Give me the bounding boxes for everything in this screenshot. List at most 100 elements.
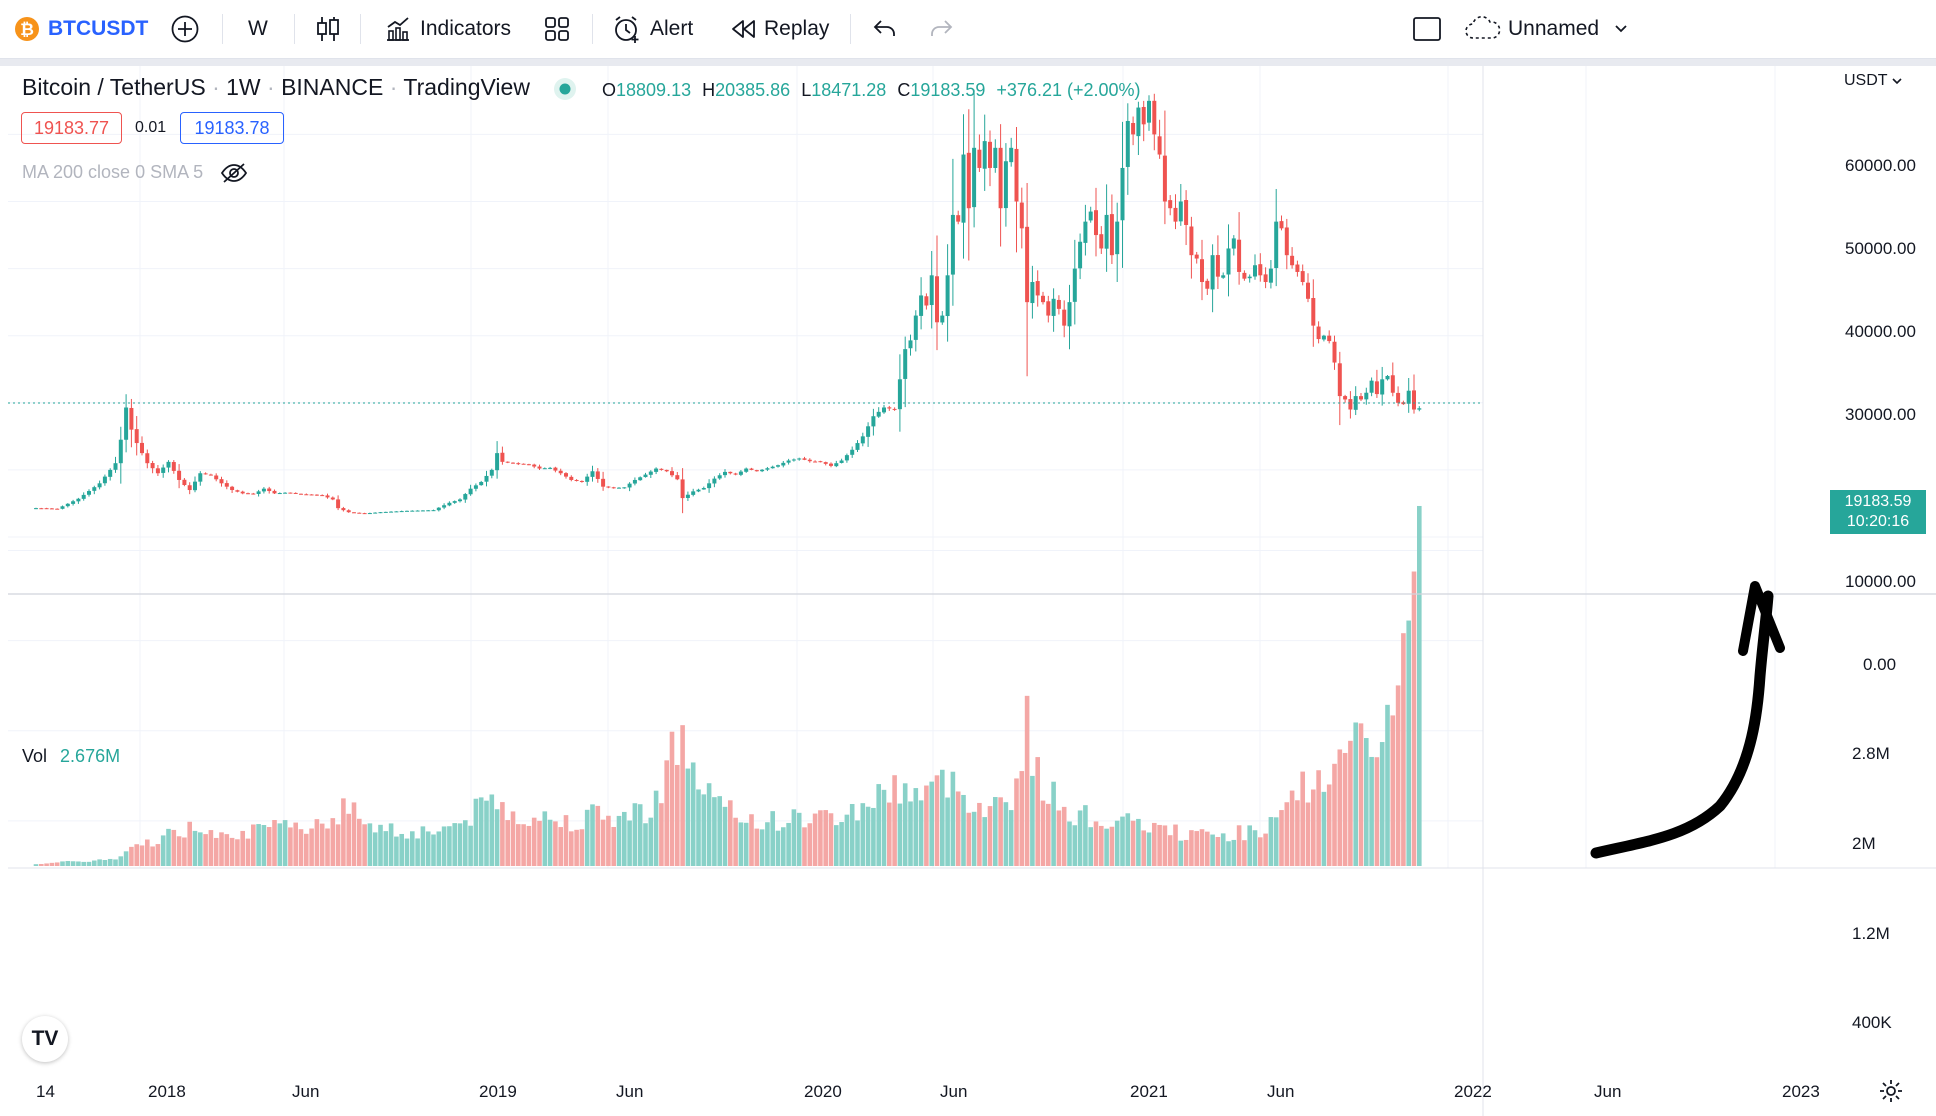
volume-bar — [1231, 839, 1237, 866]
candle-body — [1374, 381, 1379, 395]
volume-bar — [955, 791, 961, 866]
volume-bar — [574, 829, 579, 866]
volume-bar — [908, 801, 913, 866]
candle-body — [924, 296, 929, 306]
candle-body — [362, 513, 367, 515]
volume-bar — [457, 823, 463, 866]
sell-price-box[interactable]: 19183.77 — [21, 112, 122, 144]
candle-body — [240, 491, 245, 494]
candle-body — [505, 461, 510, 463]
time-tick: Jun — [1594, 1082, 1622, 1101]
candle-body — [325, 495, 330, 498]
volume-bar — [828, 813, 834, 866]
volume-bar — [1342, 752, 1348, 866]
candle-body — [436, 507, 441, 511]
volume-bar — [415, 838, 420, 866]
symbol-legend[interactable]: Bitcoin / TetherUS · 1W · BINANCE · Trad… — [22, 74, 530, 100]
volume-bar — [733, 817, 738, 866]
volume-bar — [860, 803, 866, 866]
templates-button[interactable] — [544, 0, 570, 58]
market-status-icon[interactable] — [552, 76, 578, 102]
volume-bar — [627, 820, 632, 866]
volume-bar — [913, 788, 919, 866]
candle-body — [913, 315, 918, 340]
volume-bar — [478, 797, 484, 866]
volume-bar — [383, 831, 389, 866]
toolbar-divider — [592, 14, 593, 44]
bitcoin-icon: ₿ — [15, 17, 39, 41]
volume-bar — [272, 820, 277, 866]
eye-off-icon[interactable] — [220, 161, 248, 185]
candle-body — [187, 485, 192, 491]
replay-button[interactable]: Replay — [730, 0, 829, 58]
volume-bar — [129, 846, 134, 866]
candle-body — [118, 439, 123, 464]
candle-body — [426, 510, 431, 512]
candle-body — [1348, 399, 1353, 410]
volume-bar — [701, 794, 707, 866]
candle-body — [1237, 239, 1242, 272]
candle-body — [553, 467, 558, 471]
volume-legend[interactable]: Vol 2.676M — [22, 746, 120, 767]
volume-bar — [569, 831, 574, 866]
chevron-down-icon — [1615, 25, 1627, 33]
candle-body — [511, 462, 515, 464]
candle-body — [330, 497, 335, 500]
time-tick: 2023 — [1782, 1082, 1820, 1101]
volume-bar — [632, 803, 638, 866]
candle-body — [177, 470, 182, 480]
volume-bar — [643, 823, 648, 866]
currency-selector[interactable]: USDT — [1844, 72, 1903, 90]
drawn-arrow-head[interactable] — [1738, 581, 1785, 656]
layout-name-button[interactable]: Unnamed — [1464, 0, 1629, 58]
volume-bar — [1136, 818, 1141, 866]
bar-countdown: 10:20:16 — [1846, 513, 1910, 530]
redo-button[interactable] — [928, 0, 954, 58]
volume-bar — [367, 823, 373, 866]
candles-icon — [317, 17, 339, 41]
ma-indicator-legend[interactable]: MA 200 close 0 SMA 5 — [22, 162, 204, 182]
undo-button[interactable] — [872, 0, 898, 58]
candle-body — [34, 508, 38, 510]
volume-bar — [378, 824, 383, 866]
candle-body — [972, 147, 977, 208]
candle-body — [367, 513, 372, 515]
chart-type-button[interactable] — [316, 0, 340, 58]
volume-bar — [187, 821, 192, 866]
alert-label: Alert — [650, 17, 694, 40]
candle-body — [1099, 234, 1104, 249]
chart-area[interactable]: Bitcoin / TetherUS · 1W · BINANCE · Trad… — [8, 66, 1936, 1116]
settings-gear-icon[interactable] — [1878, 1078, 1904, 1104]
candle-body — [1078, 241, 1083, 269]
alert-button[interactable]: Alert — [612, 0, 693, 58]
volume-bar — [1125, 813, 1131, 866]
compare-symbol-button[interactable] — [170, 0, 200, 58]
drawn-arrow-shaft[interactable] — [1590, 590, 1774, 859]
volume-bar — [118, 856, 124, 866]
candle-body — [770, 466, 775, 469]
volume-bar — [441, 826, 447, 866]
time-tick: Jun — [940, 1082, 968, 1101]
volume-bar — [1268, 817, 1274, 866]
candle-body — [569, 476, 574, 480]
candle-body — [956, 215, 961, 222]
volume-bar — [542, 811, 548, 866]
volume-bar — [176, 836, 182, 866]
buy-price-box[interactable]: 19183.78 — [180, 112, 284, 144]
volume-bar — [256, 824, 261, 866]
candle-body — [908, 340, 913, 349]
candle-body — [60, 506, 65, 509]
candle-body — [1152, 100, 1157, 135]
volume-bar — [791, 809, 797, 866]
volume-bar — [1003, 802, 1009, 866]
candle-body — [1141, 106, 1146, 125]
volume-bar — [1252, 830, 1258, 866]
indicators-button[interactable]: Indicators — [384, 0, 511, 58]
volume-bar — [1353, 722, 1358, 866]
interval-button[interactable]: W — [248, 0, 268, 58]
chart-canvas[interactable] — [8, 66, 1936, 1116]
tradingview-logo[interactable]: TV — [22, 1016, 68, 1062]
candle-body — [1306, 282, 1310, 299]
layout-select-button[interactable] — [1412, 0, 1442, 58]
symbol-search-button[interactable]: ₿ BTCUSDT — [14, 0, 148, 58]
